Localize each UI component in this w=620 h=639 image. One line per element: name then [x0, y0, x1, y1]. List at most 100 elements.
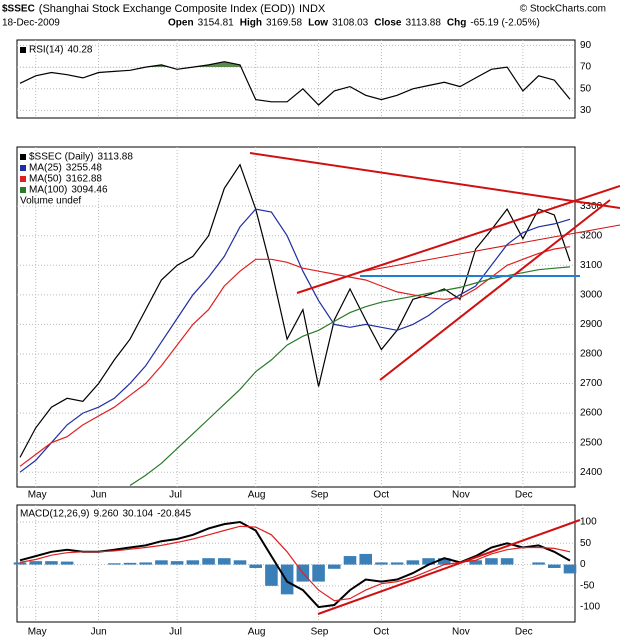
y-tick-label: -100: [580, 602, 600, 613]
histogram-bar: [563, 564, 577, 574]
histogram-bar: [139, 562, 152, 565]
legend-value: 30.104: [123, 509, 154, 520]
y-tick-label: 3200: [580, 230, 603, 241]
y-tick-label: 100: [580, 517, 597, 528]
quote-value: 3169.58: [266, 18, 303, 29]
y-tick-label: 3000: [580, 289, 603, 300]
x-tick-label: Jun: [91, 490, 107, 501]
x-tick-label: Sep: [311, 627, 329, 638]
legend-value: 9.260: [93, 509, 118, 520]
symbol: $SSEC: [2, 4, 35, 15]
histogram-bar: [280, 564, 294, 595]
histogram-bar: [202, 558, 215, 565]
histogram-bar: [375, 562, 388, 565]
histogram-bar: [328, 564, 341, 569]
histogram-bar: [218, 558, 231, 565]
x-tick-label: Nov: [452, 627, 470, 638]
source: © StockCharts.com: [520, 4, 606, 15]
x-tick-label: Dec: [515, 490, 533, 501]
price-panel: [16, 146, 576, 488]
trendlines: [249, 152, 620, 615]
quote-value: -65.19 (-2.05%): [470, 18, 539, 29]
legend-label: RSI(14): [29, 45, 63, 56]
histogram-bar: [233, 560, 247, 565]
legend-value: 3255.48: [66, 163, 103, 174]
histogram-bar: [60, 561, 74, 565]
legend-value: 3094.46: [71, 185, 108, 196]
y-tick-label: 2800: [580, 349, 603, 360]
y-tick-label: -50: [580, 580, 595, 591]
series-line: [19, 163, 571, 458]
histogram-bar: [548, 564, 561, 568]
quote-value: 3154.81: [198, 18, 235, 29]
trendline: [359, 224, 620, 273]
legend-swatch: [20, 176, 26, 182]
histogram-bar: [170, 561, 184, 565]
histogram-bar: [249, 564, 262, 568]
y-tick-label: 70: [580, 62, 592, 73]
trendline: [379, 199, 611, 381]
y-tick-label: 30: [580, 105, 592, 116]
legend-note: Volume undef: [20, 196, 81, 207]
quote-label: Chg: [447, 18, 466, 29]
trendline: [317, 519, 581, 615]
x-tick-label: Nov: [452, 490, 470, 501]
x-tick-label: Aug: [248, 627, 266, 638]
quote-label: High: [240, 18, 262, 29]
histogram-bar: [469, 560, 482, 565]
legend-value: 3113.88: [97, 152, 133, 163]
histogram-bar: [359, 553, 372, 565]
legend-label: MA(50): [29, 174, 62, 185]
x-tick-label: Dec: [515, 627, 533, 638]
histogram-bar: [312, 564, 325, 582]
series-line: [19, 61, 571, 106]
quote-label: Open: [168, 18, 194, 29]
y-tick-label: 2400: [580, 467, 603, 478]
exchange: INDX: [299, 3, 326, 15]
legend-label: MACD(12,26,9): [20, 509, 89, 520]
y-tick-label: 0: [580, 559, 586, 570]
x-tick-label: Jul: [169, 627, 182, 638]
legend-label: MA(100): [29, 185, 67, 196]
series-line: [129, 266, 571, 487]
histogram-bar: [29, 561, 42, 565]
x-tick-label: Jul: [169, 490, 182, 501]
legend-label: $SSEC (Daily): [29, 152, 93, 163]
legend-value: -20.845: [157, 509, 191, 520]
x-tick-label: May: [28, 490, 47, 501]
y-tick-label: 50: [580, 83, 592, 94]
date: 18-Dec-2009: [2, 18, 60, 29]
y-tick-label: 2500: [580, 437, 603, 448]
x-tick-label: Aug: [248, 490, 266, 501]
histogram-bar: [422, 558, 435, 565]
legend-swatch: [20, 165, 26, 171]
y-tick-label: 50: [580, 538, 592, 549]
quote-value: 3108.03: [332, 18, 369, 29]
series-line: [19, 525, 571, 602]
histogram-bar: [186, 560, 200, 565]
histogram-bar: [13, 562, 27, 565]
quote-label: Close: [374, 18, 402, 29]
x-tick-label: Sep: [311, 490, 329, 501]
histogram-bar: [45, 561, 58, 565]
x-tick-label: May: [28, 627, 47, 638]
histogram-bar: [532, 562, 545, 565]
histogram-bar: [265, 564, 278, 586]
trendline: [249, 152, 620, 209]
y-tick-label: 3100: [580, 260, 603, 271]
legend-swatch: [20, 154, 26, 160]
legend-value: 3162.88: [66, 174, 103, 185]
x-tick-label: Oct: [373, 490, 389, 501]
y-tick-label: 2600: [580, 408, 603, 419]
overbought-fill: [20, 61, 570, 68]
y-tick-label: 2900: [580, 319, 603, 330]
series-line: [19, 520, 571, 609]
series-line: [19, 246, 571, 467]
y-tick-label: 2700: [580, 378, 603, 389]
histogram-bar: [123, 562, 137, 565]
histogram-bar: [108, 563, 121, 565]
trendline: [296, 185, 620, 294]
legend-swatch: [20, 187, 26, 193]
legend-label: MA(25): [29, 163, 62, 174]
